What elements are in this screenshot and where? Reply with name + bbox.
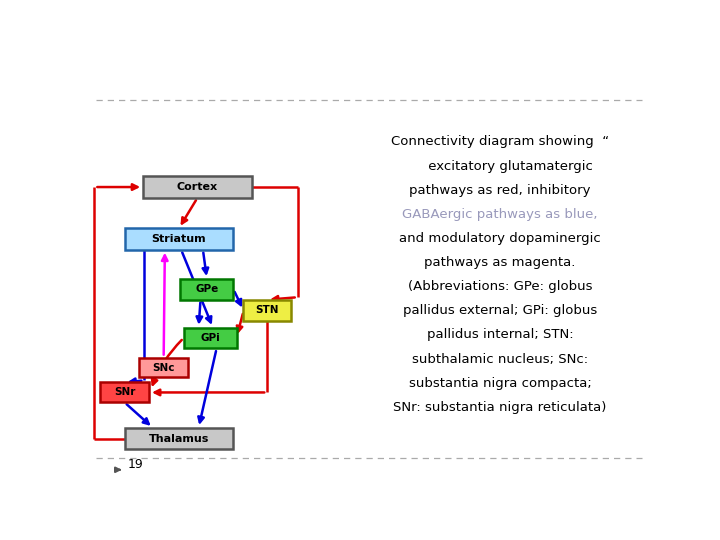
Text: SNr: substantia nigra reticulata): SNr: substantia nigra reticulata) bbox=[393, 401, 607, 414]
FancyBboxPatch shape bbox=[100, 382, 149, 402]
Text: 19: 19 bbox=[128, 458, 144, 471]
Text: GPe: GPe bbox=[195, 285, 219, 294]
FancyBboxPatch shape bbox=[125, 428, 233, 449]
FancyBboxPatch shape bbox=[184, 328, 237, 348]
Text: pallidus internal; STN:: pallidus internal; STN: bbox=[427, 328, 573, 341]
Text: SNr: SNr bbox=[114, 388, 135, 397]
FancyBboxPatch shape bbox=[143, 176, 252, 198]
Text: GABAergic pathways as blue,: GABAergic pathways as blue, bbox=[402, 208, 598, 221]
Text: substantia nigra compacta;: substantia nigra compacta; bbox=[409, 377, 592, 390]
Text: Connectivity diagram showing  “: Connectivity diagram showing “ bbox=[391, 136, 609, 148]
Text: Striatum: Striatum bbox=[152, 234, 207, 244]
Text: and modulatory dopaminergic: and modulatory dopaminergic bbox=[400, 232, 601, 245]
Text: Cortex: Cortex bbox=[177, 182, 218, 192]
Text: pathways as magenta.: pathways as magenta. bbox=[425, 256, 576, 269]
Text: subthalamic nucleus; SNc:: subthalamic nucleus; SNc: bbox=[412, 353, 588, 366]
Text: (Abbreviations: GPe: globus: (Abbreviations: GPe: globus bbox=[408, 280, 593, 293]
FancyBboxPatch shape bbox=[139, 357, 188, 377]
Text: SNc: SNc bbox=[153, 362, 175, 373]
Text: pallidus external; GPi: globus: pallidus external; GPi: globus bbox=[403, 305, 598, 318]
Text: STN: STN bbox=[256, 305, 279, 315]
FancyBboxPatch shape bbox=[125, 228, 233, 250]
Text: excitatory glutamatergic: excitatory glutamatergic bbox=[408, 160, 593, 173]
FancyBboxPatch shape bbox=[181, 279, 233, 300]
Text: Thalamus: Thalamus bbox=[149, 434, 210, 443]
Text: pathways as red, inhibitory: pathways as red, inhibitory bbox=[410, 184, 591, 197]
FancyBboxPatch shape bbox=[243, 300, 291, 321]
Text: GPi: GPi bbox=[200, 333, 220, 343]
